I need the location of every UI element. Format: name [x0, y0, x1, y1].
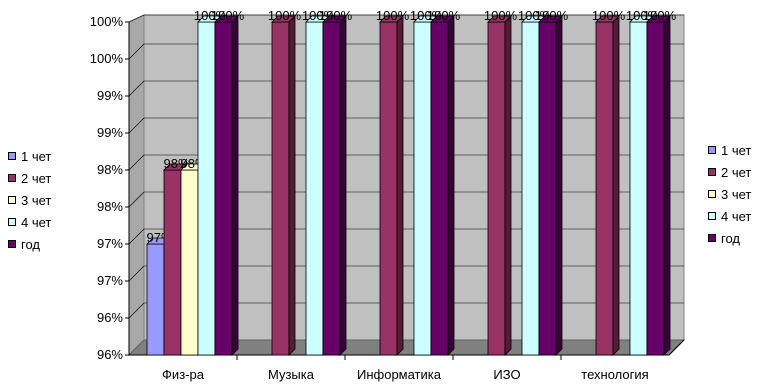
legend-item: 3 чет	[8, 189, 51, 211]
grid-line-side	[128, 14, 145, 23]
x-tick-label: Музыка	[268, 367, 315, 382]
legend-swatch	[8, 174, 16, 182]
data-label: 100%	[643, 8, 677, 23]
bar	[322, 21, 341, 356]
legend-item: 2 чет	[8, 167, 51, 189]
bar	[214, 21, 233, 356]
x-axis-depth	[668, 339, 685, 356]
legend-swatch	[8, 218, 16, 226]
y-tick-label: 98%	[97, 162, 123, 177]
y-tick-label: 99%	[97, 88, 123, 103]
bar	[629, 21, 648, 356]
legend-label: 1 чет	[21, 148, 52, 164]
legend-swatch	[708, 212, 716, 220]
legend-swatch	[708, 190, 716, 198]
data-label: 100%	[484, 8, 518, 23]
legend-swatch	[708, 168, 716, 176]
grid-line-side	[128, 80, 145, 97]
legend-swatch	[8, 152, 16, 160]
bar	[305, 21, 324, 356]
legend-swatch	[708, 234, 716, 242]
bar	[146, 243, 165, 356]
grid-line-side	[128, 154, 145, 171]
legend-item: 1 чет	[708, 139, 751, 161]
x-tick-label: Информатика	[357, 367, 442, 382]
x-tick-label: Физ-ра	[162, 367, 205, 382]
y-tick-label: 97%	[97, 236, 123, 251]
grid-line-side	[128, 43, 145, 60]
legend-label: год	[721, 230, 740, 246]
grid-line-side	[128, 265, 145, 282]
bar	[197, 21, 216, 356]
legend-item: 4 чет	[708, 205, 751, 227]
legend-item: год	[8, 233, 51, 255]
y-tick-label: 100%	[90, 14, 124, 29]
bar-side	[504, 15, 512, 356]
data-label: 100%	[427, 8, 461, 23]
data-label: 100%	[592, 8, 626, 23]
bar	[163, 169, 182, 356]
legend-swatch	[708, 146, 716, 154]
grid-line-side	[128, 117, 145, 134]
legend-item: 3 чет	[708, 183, 751, 205]
y-tick-label: 97%	[97, 273, 123, 288]
legend-label: год	[21, 236, 40, 252]
y-tick-label: 100%	[90, 51, 124, 66]
x-tick-label: технология	[581, 367, 648, 382]
legend-label: 3 чет	[721, 186, 752, 202]
legend-right: 1 чет 2 чет 3 чет 4 чет год	[708, 139, 751, 249]
legend-item: 4 чет	[8, 211, 51, 233]
bar	[271, 21, 290, 356]
data-label: 100%	[535, 8, 569, 23]
legend-item: 2 чет	[708, 161, 751, 183]
bar	[538, 21, 557, 356]
bar	[180, 169, 199, 356]
y-tick-label: 98%	[97, 199, 123, 214]
data-label: 100%	[211, 8, 245, 23]
bar	[646, 21, 665, 356]
bar	[595, 21, 614, 356]
grid-line-side	[128, 228, 145, 245]
y-tick-label: 96%	[97, 347, 123, 362]
data-label: 100%	[376, 8, 410, 23]
legend-swatch	[8, 240, 16, 248]
legend-label: 3 чет	[21, 192, 52, 208]
grid-line-side	[128, 302, 145, 319]
data-label: 100%	[268, 8, 302, 23]
plot-side-wall	[128, 14, 145, 357]
y-tick-label: 99%	[97, 125, 123, 140]
legend-label: 1 чет	[721, 142, 752, 158]
bar-side	[663, 15, 671, 356]
legend-swatch	[8, 196, 16, 204]
legend-label: 2 чет	[721, 164, 752, 180]
legend-item: 1 чет	[8, 145, 51, 167]
y-tick-label: 96%	[97, 310, 123, 325]
legend-label: 4 чет	[21, 214, 52, 230]
bar-side	[231, 15, 239, 356]
bar-side	[339, 15, 347, 356]
legend-item: год	[708, 227, 751, 249]
grid-line-side	[128, 191, 145, 208]
x-tick-label: ИЗО	[493, 367, 520, 382]
bar-side	[396, 15, 404, 356]
data-label: 100%	[319, 8, 353, 23]
legend-label: 4 чет	[721, 208, 752, 224]
bar	[487, 21, 506, 356]
bar	[521, 21, 540, 356]
bar-side	[447, 15, 455, 356]
bar-side	[288, 15, 296, 356]
bar	[430, 21, 449, 356]
bar	[413, 21, 432, 356]
legend-label: 2 чет	[21, 170, 52, 186]
legend-left: 1 чет 2 чет 3 чет 4 чет год	[8, 145, 51, 255]
bar	[379, 21, 398, 356]
bar-side	[612, 15, 620, 356]
bar-side	[555, 15, 563, 356]
